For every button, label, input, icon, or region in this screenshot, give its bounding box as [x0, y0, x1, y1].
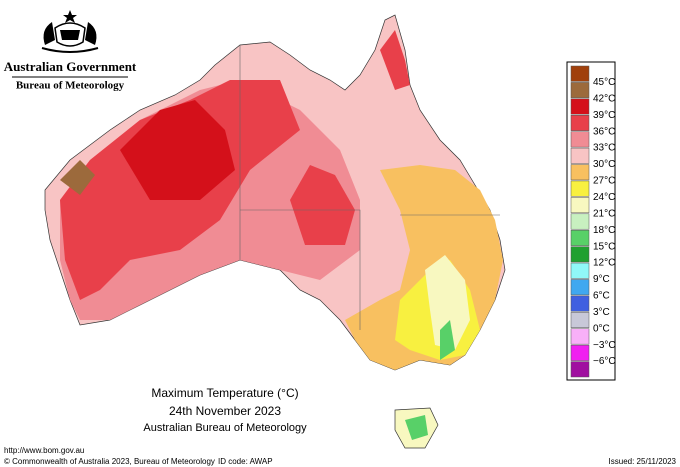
legend-swatch	[570, 312, 590, 328]
legend-label: 6°C	[593, 291, 610, 302]
crest	[41, 10, 99, 53]
legend-label: 21°C	[593, 208, 615, 219]
legend-label: 24°C	[593, 192, 615, 203]
legend-label: 12°C	[593, 258, 615, 269]
legend-swatch	[570, 328, 590, 345]
legend: 45°C 42°C 39°C 36°C 33°C 30°C 27°C 24°C 21°C 18°C…	[570, 65, 616, 378]
legend-swatch	[570, 180, 590, 197]
legend-swatch	[570, 115, 590, 131]
title-line2: 24th November 2023	[169, 404, 281, 418]
legend-swatch	[570, 295, 590, 312]
legend-label: 3°C	[593, 307, 610, 318]
legend-label: 27°C	[593, 176, 615, 187]
legend-label: 15°C	[593, 241, 615, 252]
legend-label: 9°C	[593, 274, 610, 285]
australia	[44, 14, 506, 449]
footer-copyright: © Commonwealth of Australia 2023, Bureau…	[4, 457, 215, 466]
legend-swatch	[570, 164, 590, 181]
agency: Australian Government	[4, 59, 137, 74]
footer-issued: Issued: 25/11/2023	[609, 457, 677, 466]
legend-label: 36°C	[593, 126, 615, 137]
legend-label: 18°C	[593, 225, 615, 236]
legend-label: −6°C	[593, 356, 616, 367]
title-line3: Australian Bureau of Meteorology	[143, 422, 307, 434]
footer-id: ID code: AWAP	[218, 457, 273, 466]
legend-swatch	[570, 246, 590, 263]
legend-swatch	[570, 279, 590, 296]
legend-label: 45°C	[593, 77, 615, 88]
legend-swatch	[570, 361, 590, 378]
legend-swatch	[570, 213, 590, 230]
legend-swatch	[570, 344, 590, 361]
legend-swatch	[570, 197, 590, 214]
legend-label: 0°C	[593, 323, 610, 334]
legend-swatch	[570, 147, 590, 164]
footer-url: http://www.bom.gov.au	[4, 446, 84, 455]
bureau: Bureau of Meteorology	[16, 80, 125, 92]
title-line1: Maximum Temperature (°C)	[151, 386, 298, 400]
legend-swatch	[570, 82, 590, 99]
legend-swatch	[570, 131, 590, 148]
legend-swatch	[570, 98, 590, 115]
legend-swatch	[570, 262, 590, 279]
legend-label: 33°C	[593, 143, 615, 154]
legend-label: 42°C	[593, 93, 615, 104]
legend-label: −3°C	[593, 340, 616, 351]
legend-swatch	[570, 229, 590, 246]
legend-label: 39°C	[593, 110, 615, 121]
legend-label: 30°C	[593, 159, 615, 170]
legend-swatch	[570, 65, 590, 82]
